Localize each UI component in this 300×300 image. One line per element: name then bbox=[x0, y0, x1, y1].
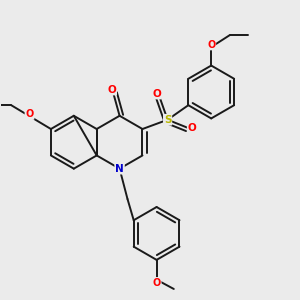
Text: O: O bbox=[26, 109, 34, 119]
Text: O: O bbox=[188, 123, 197, 133]
Text: O: O bbox=[152, 88, 161, 98]
Text: O: O bbox=[152, 278, 161, 288]
Text: O: O bbox=[107, 85, 116, 94]
Text: N: N bbox=[115, 164, 124, 174]
Text: O: O bbox=[207, 40, 215, 50]
Text: S: S bbox=[164, 115, 171, 125]
